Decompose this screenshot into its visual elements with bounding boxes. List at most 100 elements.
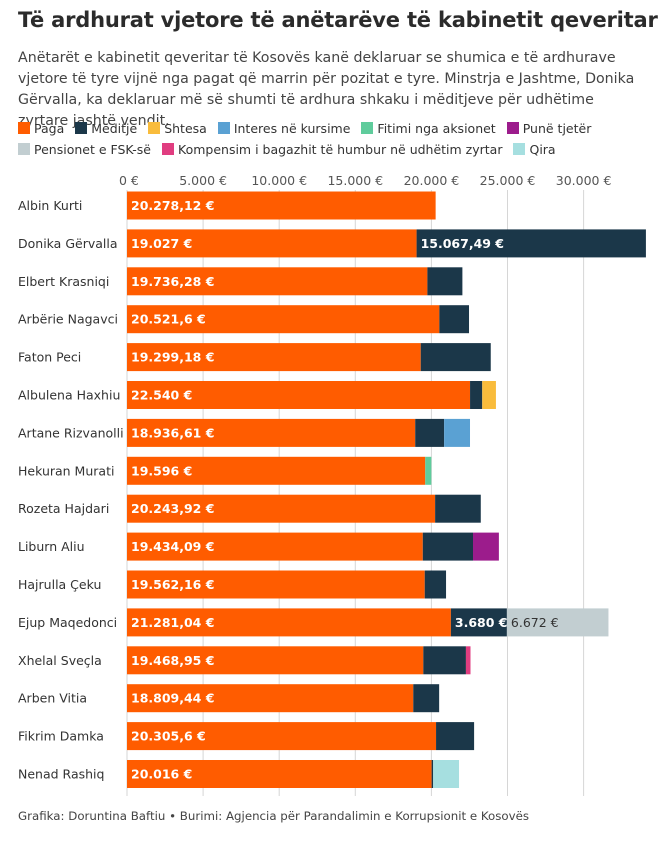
legend-label: Fitimi nga aksionet [377, 121, 496, 136]
bar-row: Liburn Aliu 19.434,09 € [18, 532, 499, 561]
legend-swatch [361, 122, 374, 134]
stacked-bar-chart: 0 € 5.000 € 10.000 € 15.000 € 20.000 € 25.000… [18, 173, 646, 796]
bar-row: Nenad Rashiq 20.016 € [18, 760, 460, 788]
bar-segment-meditje [435, 494, 481, 523]
bar-segment-qira [433, 760, 460, 788]
bar-segment-paga [127, 305, 440, 334]
bar-row: Hekuran Murati 19.596 € [18, 456, 432, 485]
bar-segment-shtesa [482, 381, 496, 409]
category-label: Ejup Maqedonci [18, 615, 117, 630]
bar-segment-paga [127, 760, 432, 788]
legend-label: Paga [34, 121, 65, 136]
legend-label: Kompensim i bagazhit të humbur në udhëti… [178, 142, 503, 157]
legend-item-pune-tjeter: Punë tjetër [506, 118, 591, 139]
data-label: 19.562,16 € [131, 577, 214, 592]
bar-row: Albin Kurti 20.278,12 € [18, 191, 436, 220]
data-label: 18.936,61 € [131, 425, 214, 440]
bar-segment-meditje [416, 229, 646, 258]
bar-row: Donika Gërvalla 19.027 € 15.067,49 € [18, 229, 646, 258]
data-label: 19.299,18 € [131, 350, 214, 365]
x-tick-label: 15.000 € [327, 173, 383, 188]
chart-footer: Grafika: Doruntina Baftiu • Burimi: Agje… [18, 809, 530, 823]
data-label: 6.672 € [511, 615, 559, 630]
data-label: 22.540 € [131, 388, 192, 403]
legend-swatch [217, 122, 230, 134]
bar-segment-paga [127, 418, 416, 447]
bar-segment-meditje [420, 343, 491, 372]
bar-row: Hajrulla Çeku 19.562,16 € [18, 570, 447, 599]
legend-swatch [75, 122, 88, 134]
bar-segment-fitimi-nga-aksionet [425, 456, 432, 485]
data-label: 19.434,09 € [131, 539, 214, 554]
bar-segment-interes-ne-kursime [444, 418, 471, 447]
legend-label: Interes në kursime [233, 121, 351, 136]
legend-item-shtesa: Shtesa [148, 118, 207, 139]
data-label: 20.521,6 € [131, 312, 206, 327]
bar-segment-meditje [422, 532, 474, 561]
legend-swatch [506, 122, 519, 134]
category-label: Donika Gërvalla [18, 236, 118, 251]
bar-row: Artane Rizvanolli 18.936,61 € [18, 418, 471, 447]
bar-segment-paga [127, 229, 417, 258]
x-tick-label: 30.000 € [556, 173, 612, 188]
data-label: 20.243,92 € [131, 501, 214, 516]
legend-label: Mëditje [91, 121, 138, 136]
data-label: 19.596 € [131, 463, 192, 478]
data-label: 20.016 € [131, 767, 192, 782]
bar-segment-meditje [431, 760, 434, 788]
bar-row: Ejup Maqedonci 21.281,04 € 3.680 €6.672 € [18, 608, 609, 637]
category-label: Hekuran Murati [18, 463, 114, 478]
legend-item-fitimi-nga-aksionet: Fitimi nga aksionet [361, 118, 496, 139]
x-tick-label: 0 € [119, 173, 139, 188]
bar-segment-meditje [423, 646, 466, 675]
data-label: 19.736,28 € [131, 274, 214, 289]
legend-label: Shtesa [164, 121, 207, 136]
bar-segment-meditje [470, 381, 483, 409]
category-label: Faton Peci [18, 350, 81, 365]
legend-item-kompensim-i-bagazhit-te-humbur-ne-udhetim-zyrtar: Kompensim i bagazhit të humbur në udhëti… [162, 139, 502, 160]
bar-segment-paga [127, 191, 436, 220]
bar-row: Xhelal Sveçla 19.468,95 € [18, 646, 471, 675]
legend-item-interes-ne-kursime: Interes në kursime [217, 118, 351, 139]
data-label: 15.067,49 € [421, 236, 504, 251]
data-label: 21.281,04 € [131, 615, 214, 630]
data-label: 3.680 € [455, 615, 508, 630]
legend-swatch [162, 143, 174, 155]
bar-segment-pensionet-e-fsk-se [506, 608, 609, 637]
bar-segment-paga [127, 343, 421, 372]
bar-segment-meditje [424, 570, 447, 599]
bar-segment-paga [127, 456, 426, 485]
bar-segment-paga [127, 722, 437, 751]
bar-row: Rozeta Hajdari 20.243,92 € [18, 494, 481, 523]
bar-segment-paga [127, 570, 425, 599]
category-label: Elbert Krasniqi [18, 274, 109, 289]
bar-segment-paga [127, 532, 423, 561]
bar-row: Elbert Krasniqi 19.736,28 € [18, 267, 463, 296]
x-tick-label: 5.000 € [179, 173, 227, 188]
bar-segment-paga [127, 494, 436, 523]
category-label: Nenad Rashiq [18, 767, 104, 782]
category-label: Fikrim Damka [18, 729, 104, 744]
bar-segment-kompensim-i-bagazhit-te-humbur-ne-udhetim-zyrtar [465, 646, 471, 675]
bar-segment-meditje [436, 722, 475, 751]
category-label: Liburn Aliu [18, 539, 85, 554]
chart-subtitle: Anëtarët e kabinetit qeveritar të Kosovë… [18, 50, 635, 129]
category-label: Albulena Haxhiu [18, 388, 120, 403]
category-label: Artane Rizvanolli [18, 425, 124, 440]
category-label: Hajrulla Çeku [18, 577, 101, 592]
data-label: 18.809,44 € [131, 691, 214, 706]
bar-segment-paga [127, 608, 451, 637]
legend-item-qira: Qira [513, 139, 556, 160]
bar-row: Arbërie Nagavci 20.521,6 € [18, 305, 470, 334]
legend-item-pensionet-e-fsk-se: Pensionet e FSK-së [18, 139, 151, 160]
x-tick-label: 25.000 € [480, 173, 536, 188]
bar-row: Fikrim Damka 20.305,6 € [18, 722, 475, 751]
bar-segment-paga [127, 646, 424, 675]
bar-segment-pune-tjeter [473, 532, 499, 561]
legend-item-paga: Paga [18, 118, 64, 139]
legend-swatch [513, 143, 526, 155]
bar-segment-meditje [427, 267, 463, 296]
category-label: Rozeta Hajdari [18, 501, 109, 516]
legend-label: Pensionet e FSK-së [34, 142, 151, 157]
